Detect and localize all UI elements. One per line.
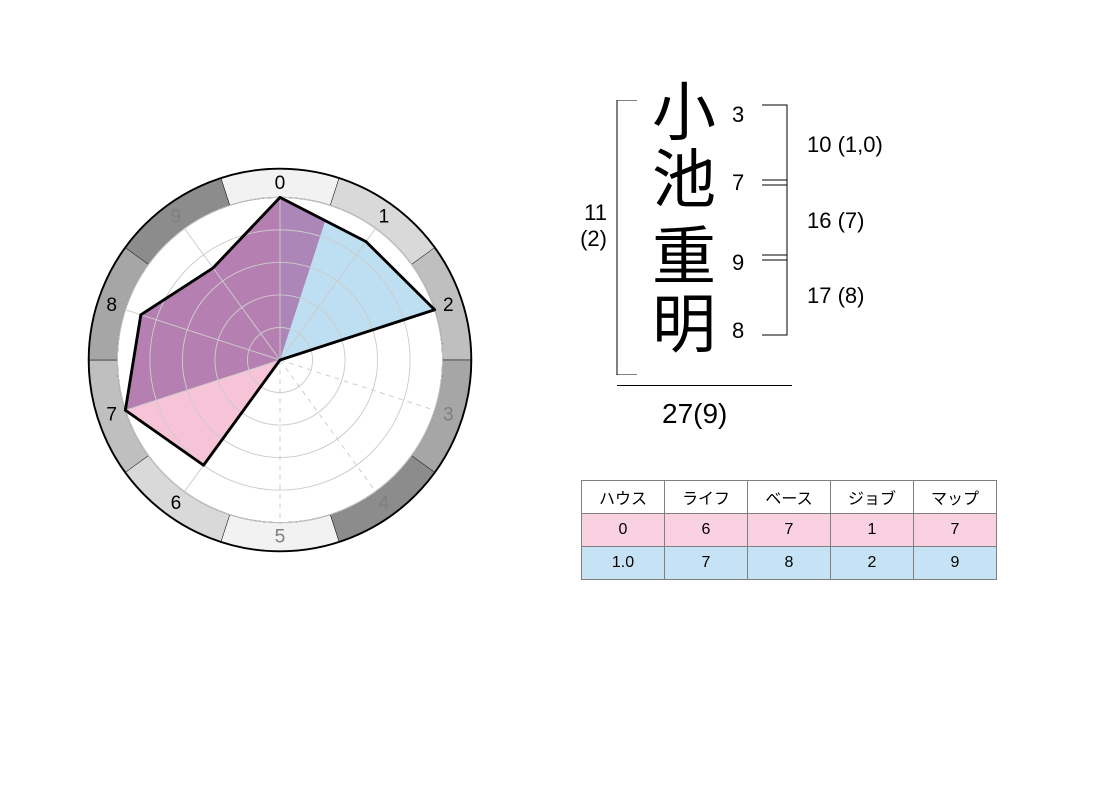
svg-text:8: 8	[106, 295, 117, 316]
right-group-3-reduced: (8)	[838, 283, 865, 308]
name-kanji-column: 小 池 重 明	[652, 80, 716, 359]
stroke-2: 7	[732, 170, 744, 196]
svg-text:5: 5	[275, 527, 286, 548]
name-underline	[617, 385, 792, 386]
table-cell: 0	[582, 514, 665, 547]
kanji-4: 明	[652, 292, 716, 359]
table-header-cell: ハウス	[582, 481, 665, 514]
svg-text:6: 6	[171, 493, 182, 514]
kanji-2: 池	[652, 147, 716, 214]
table-header-cell: マップ	[914, 481, 997, 514]
table-cell: 1.0	[582, 547, 665, 580]
stroke-3: 9	[732, 250, 744, 276]
table-cell: 8	[748, 547, 831, 580]
table-cell: 2	[831, 547, 914, 580]
summary-table: ハウスライフベースジョブマップ067171.07829	[581, 480, 997, 580]
svg-text:1: 1	[379, 207, 390, 228]
stroke-1: 3	[732, 102, 744, 128]
table-cell: 6	[665, 514, 748, 547]
name-total: 27(9)	[662, 398, 727, 430]
radar-chart: 0 1 2 3 4 5 6 7 8 9	[60, 140, 500, 585]
svg-text:0: 0	[275, 173, 286, 194]
svg-text:7: 7	[106, 404, 117, 425]
table-cell: 7	[748, 514, 831, 547]
left-group-reduced: (2)	[580, 226, 607, 251]
right-group-2-reduced: (7)	[838, 208, 865, 233]
table-cell: 1	[831, 514, 914, 547]
kanji-3: 重	[652, 224, 716, 291]
right-group-3-value: 17	[807, 283, 831, 308]
svg-text:2: 2	[443, 295, 454, 316]
svg-text:4: 4	[379, 493, 390, 514]
table-header-cell: ジョブ	[831, 481, 914, 514]
left-group-value: 11	[584, 200, 607, 225]
stroke-4: 8	[732, 318, 744, 344]
kanji-1: 小	[652, 80, 716, 147]
table-cell: 9	[914, 547, 997, 580]
right-group-1-value: 10	[807, 132, 831, 157]
table-cell: 7	[665, 547, 748, 580]
table-header-cell: ライフ	[665, 481, 748, 514]
svg-text:9: 9	[171, 207, 182, 228]
right-group-1-reduced: (1,0)	[838, 132, 883, 157]
svg-text:3: 3	[443, 404, 454, 425]
table-header-cell: ベース	[748, 481, 831, 514]
right-group-2-value: 16	[807, 208, 831, 233]
table-cell: 7	[914, 514, 997, 547]
